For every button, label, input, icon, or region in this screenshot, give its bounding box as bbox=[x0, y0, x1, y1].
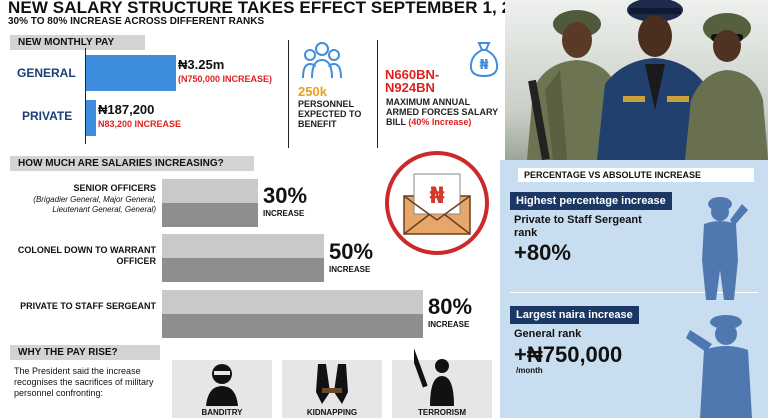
panel-title: PERCENTAGE VS ABSOLUTE INCREASE bbox=[518, 168, 754, 182]
increase-pct-senior: 30% bbox=[263, 183, 308, 208]
rank-sub-senior: (Brigadier General, Major General, Lieut… bbox=[33, 195, 156, 214]
bill-value: N660BN-N924BN bbox=[385, 67, 440, 95]
section-title-monthly-pay: NEW MONTHLY PAY bbox=[10, 35, 145, 50]
svg-text:₦: ₦ bbox=[429, 184, 444, 209]
increase-pct-private: 80% bbox=[428, 294, 473, 319]
pay-axis-line bbox=[85, 48, 86, 144]
gunman-icon bbox=[414, 348, 454, 406]
increase-pct-colonel: 50% bbox=[329, 239, 374, 264]
envelope-icon: ₦ bbox=[382, 148, 492, 263]
divider-1 bbox=[288, 40, 289, 148]
rank-label-colonel: COLONEL DOWN TO WARRANT OFFICER bbox=[17, 245, 156, 266]
increase-bar-senior bbox=[162, 179, 258, 227]
increase-bar-private bbox=[162, 290, 423, 338]
largest-tag: Largest naira increase bbox=[510, 306, 639, 324]
largest-unit: /month bbox=[516, 366, 543, 375]
threat-kidnapping: KIDNAPPING bbox=[282, 360, 382, 418]
general-pay-bar bbox=[86, 55, 176, 91]
increase-label-colonel: INCREASE bbox=[329, 265, 371, 274]
tied-hands-icon bbox=[316, 364, 348, 404]
private-pay-bar bbox=[86, 100, 96, 136]
highest-value: +80% bbox=[514, 240, 571, 265]
saluting-officer-icon bbox=[682, 310, 762, 418]
largest-text: General rank bbox=[514, 328, 582, 340]
divider-2 bbox=[377, 40, 378, 148]
comparison-panel: PERCENTAGE VS ABSOLUTE INCREASE Highest … bbox=[500, 160, 768, 418]
saluting-soldier-icon bbox=[690, 190, 750, 305]
increase-bar-colonel bbox=[162, 234, 324, 282]
bill-text: MAXIMUM ANNUAL ARMED FORCES SALARY BILL … bbox=[386, 97, 498, 127]
increase-label-senior: INCREASE bbox=[263, 209, 305, 218]
rank-label-senior: SENIOR OFFICERS bbox=[73, 183, 156, 193]
general-label: GENERAL bbox=[17, 66, 76, 80]
private-label: PRIVATE bbox=[22, 109, 73, 123]
personnel-text: PERSONNEL EXPECTED TO BENEFIT bbox=[298, 99, 362, 129]
highest-tag: Highest percentage increase bbox=[510, 192, 672, 210]
soldiers-photo bbox=[505, 0, 768, 160]
money-bag-icon: ₦ bbox=[468, 40, 500, 83]
private-amount: ₦187,200 bbox=[98, 102, 155, 117]
threat-terrorism: TERRORISM bbox=[392, 348, 492, 418]
general-increase: (N750,000 INCREASE) bbox=[178, 74, 273, 84]
why-text: The President said the increase recognis… bbox=[14, 366, 154, 398]
general-amount: ₦3.25m bbox=[178, 57, 225, 72]
bill-text-note: (40% Increase) bbox=[408, 117, 472, 127]
bill-text-main: MAXIMUM ANNUAL ARMED FORCES SALARY BILL bbox=[386, 97, 499, 127]
bandit-icon bbox=[206, 364, 238, 406]
largest-value: +₦750,000 bbox=[514, 342, 623, 367]
section-title-why: WHY THE PAY RISE? bbox=[10, 345, 160, 360]
section-title-increases: HOW MUCH ARE SALARIES INCREASING? bbox=[10, 156, 254, 171]
threat-label-kidnapping: KIDNAPPING bbox=[306, 408, 358, 417]
page-subtitle: 30% TO 80% INCREASE ACROSS DIFFERENT RAN… bbox=[8, 16, 265, 27]
threat-label-terrorism: TERRORISM bbox=[418, 408, 466, 417]
page-title: NEW SALARY STRUCTURE TAKES EFFECT SEPTEM… bbox=[8, 0, 540, 17]
private-increase: N83,200 INCREASE bbox=[98, 119, 182, 129]
increase-label-private: INCREASE bbox=[428, 320, 470, 329]
people-icon bbox=[302, 40, 342, 87]
highest-text: Private to Staff Sergeant rank bbox=[514, 214, 642, 239]
rank-label-private: PRIVATE TO STAFF SERGEANT bbox=[20, 301, 156, 311]
svg-text:₦: ₦ bbox=[479, 58, 488, 73]
personnel-value: 250k bbox=[298, 84, 327, 99]
threat-banditry: BANDITRY bbox=[172, 360, 272, 418]
threat-label-banditry: BANDITRY bbox=[201, 408, 243, 417]
panel-divider bbox=[510, 292, 758, 293]
